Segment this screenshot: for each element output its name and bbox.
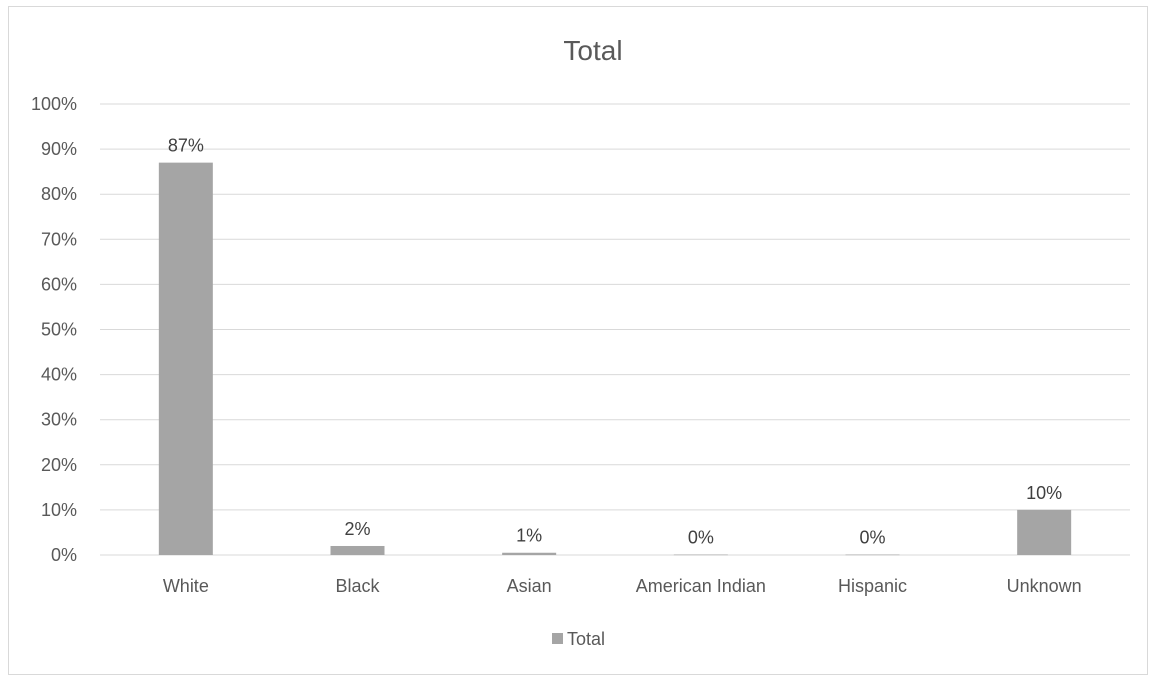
y-tick-label: 0% bbox=[51, 545, 77, 565]
bar-american-indian bbox=[673, 554, 728, 556]
y-tick-label: 100% bbox=[31, 94, 77, 114]
x-tick-label: Unknown bbox=[1007, 576, 1082, 596]
y-tick-label: 90% bbox=[41, 139, 77, 159]
gridlines bbox=[100, 103, 1130, 556]
y-tick-label: 70% bbox=[41, 229, 77, 249]
legend-swatch bbox=[552, 633, 563, 644]
x-tick-label: American Indian bbox=[636, 576, 766, 596]
data-label: 2% bbox=[344, 519, 370, 539]
x-tick-label: White bbox=[163, 576, 209, 596]
data-label: 0% bbox=[688, 528, 714, 548]
x-tick-label: Black bbox=[335, 576, 380, 596]
y-tick-label: 80% bbox=[41, 184, 77, 204]
y-axis-tick-labels: 0% 10% 20% 30% 40% 50% 60% 70% 80% 90% 100% bbox=[31, 94, 77, 565]
data-labels: 87% 2% 1% 0% 0% 10% bbox=[168, 136, 1062, 548]
chart-title: Total bbox=[563, 35, 622, 66]
y-tick-label: 60% bbox=[41, 274, 77, 294]
data-label: 1% bbox=[516, 526, 542, 546]
data-label: 10% bbox=[1026, 483, 1062, 503]
bar-white bbox=[158, 162, 213, 555]
legend-label: Total bbox=[567, 629, 605, 649]
bar-black bbox=[330, 545, 385, 555]
bar-unknown bbox=[1017, 509, 1072, 555]
x-tick-label: Hispanic bbox=[838, 576, 907, 596]
bar-hispanic bbox=[845, 554, 900, 556]
y-tick-label: 50% bbox=[41, 320, 77, 340]
y-tick-label: 40% bbox=[41, 365, 77, 385]
x-axis-tick-labels: White Black Asian American Indian Hispanic Un… bbox=[163, 576, 1082, 596]
data-label: 87% bbox=[168, 136, 204, 156]
data-label: 0% bbox=[859, 528, 885, 548]
bar-asian bbox=[502, 552, 557, 555]
bars bbox=[158, 162, 1072, 556]
x-tick-label: Asian bbox=[507, 576, 552, 596]
y-tick-label: 20% bbox=[41, 455, 77, 475]
legend: Total bbox=[552, 629, 605, 649]
y-tick-label: 10% bbox=[41, 500, 77, 520]
y-tick-label: 30% bbox=[41, 410, 77, 430]
